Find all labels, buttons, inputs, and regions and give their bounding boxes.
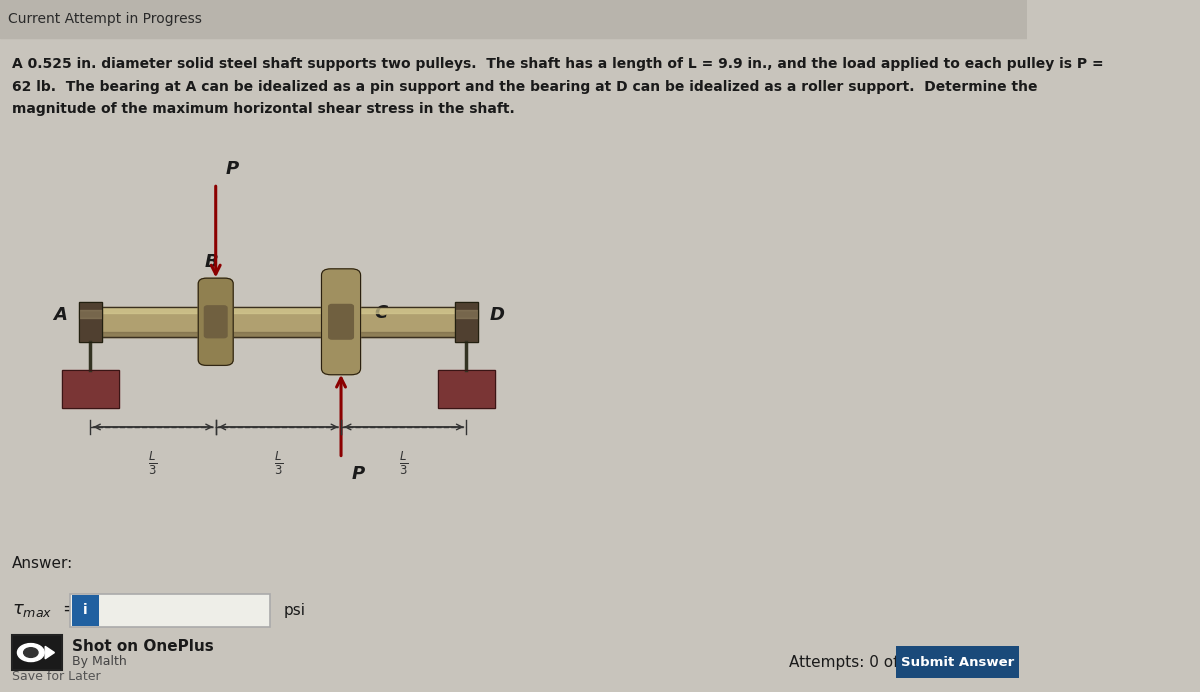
FancyBboxPatch shape xyxy=(204,306,227,338)
Text: By Malth: By Malth xyxy=(72,655,127,668)
FancyBboxPatch shape xyxy=(198,278,233,365)
Text: i: i xyxy=(83,603,88,617)
Polygon shape xyxy=(46,646,54,659)
Text: $\frac{L}{3}$: $\frac{L}{3}$ xyxy=(149,449,157,477)
Text: 62 lb.  The bearing at A can be idealized as a pin support and the bearing at D : 62 lb. The bearing at A can be idealized… xyxy=(12,80,1038,93)
Bar xyxy=(90,307,467,337)
Bar xyxy=(12,635,61,670)
Text: magnitude of the maximum horizontal shear stress in the shaft.: magnitude of the maximum horizontal shea… xyxy=(12,102,515,116)
Bar xyxy=(62,370,119,408)
Text: Current Attempt in Progress: Current Attempt in Progress xyxy=(8,12,202,26)
Bar xyxy=(72,595,98,626)
Text: $\tau_{max}$  =: $\tau_{max}$ = xyxy=(12,601,78,619)
Text: A 0.525 in. diameter solid steel shaft supports two pulleys.  The shaft has a le: A 0.525 in. diameter solid steel shaft s… xyxy=(12,57,1104,71)
Text: C: C xyxy=(374,304,388,322)
Text: Answer:: Answer: xyxy=(12,556,73,572)
Bar xyxy=(438,370,494,408)
Bar xyxy=(90,307,467,337)
Text: P: P xyxy=(226,160,239,178)
Text: $\frac{L}{3}$: $\frac{L}{3}$ xyxy=(274,449,283,477)
Text: Shot on OnePlus: Shot on OnePlus xyxy=(72,639,214,654)
Bar xyxy=(70,594,270,627)
Text: B: B xyxy=(205,253,218,271)
Bar xyxy=(438,370,494,408)
Bar xyxy=(79,310,102,318)
Bar xyxy=(0,0,1027,38)
Bar xyxy=(455,302,478,342)
Text: $\frac{L}{3}$: $\frac{L}{3}$ xyxy=(398,449,408,477)
Bar xyxy=(90,308,467,313)
Text: D: D xyxy=(490,306,505,324)
Text: P: P xyxy=(352,466,365,484)
Bar xyxy=(90,331,467,337)
Bar xyxy=(79,302,102,342)
Text: Submit Answer: Submit Answer xyxy=(901,656,1014,668)
FancyBboxPatch shape xyxy=(329,304,353,339)
Text: A: A xyxy=(53,306,67,324)
Bar xyxy=(895,646,1019,678)
Bar xyxy=(62,370,119,408)
Bar xyxy=(455,302,478,342)
Text: psi: psi xyxy=(283,603,306,618)
Circle shape xyxy=(24,648,38,657)
Circle shape xyxy=(18,644,44,662)
Text: Attempts: 0 of 3 used: Attempts: 0 of 3 used xyxy=(788,655,955,671)
Text: Save for Later: Save for Later xyxy=(12,671,101,683)
Bar xyxy=(79,302,102,342)
FancyBboxPatch shape xyxy=(322,268,360,375)
Bar xyxy=(455,310,478,318)
